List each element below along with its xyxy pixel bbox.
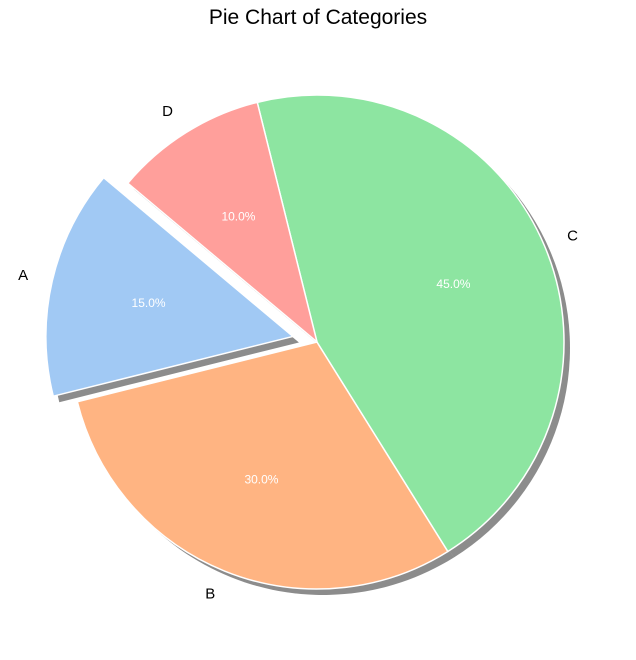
- percent-label-b: 30.0%: [244, 472, 278, 486]
- pie-slice-a: [45, 176, 294, 397]
- category-label-c: C: [567, 227, 578, 244]
- pie-slice-c: [256, 94, 565, 553]
- category-label-b: B: [205, 585, 215, 602]
- percent-label-d: 10.0%: [221, 209, 255, 223]
- category-label-d: D: [162, 103, 173, 120]
- slice-layer: [45, 94, 565, 590]
- chart-title: Pie Chart of Categories: [208, 6, 428, 29]
- percent-label-c: 45.0%: [436, 277, 470, 291]
- label-layer: 15.0% A 30.0% B 45.0% C 10.0% D: [18, 103, 578, 602]
- category-label-a: A: [18, 267, 28, 284]
- pie-slice-d: [127, 101, 318, 343]
- percent-label-a: 15.0%: [132, 296, 166, 310]
